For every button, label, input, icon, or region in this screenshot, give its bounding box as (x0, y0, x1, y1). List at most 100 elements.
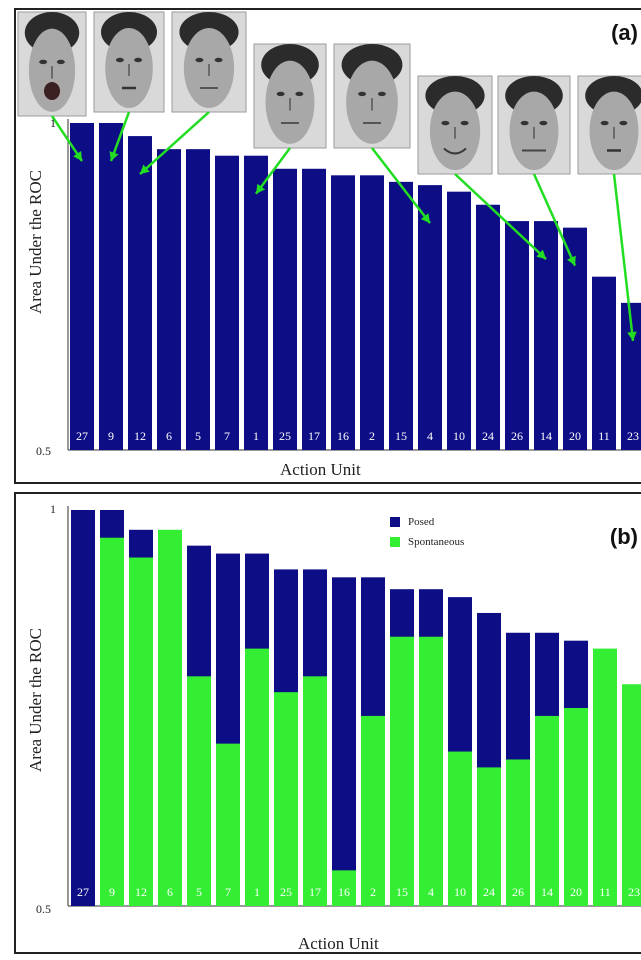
x-tick-label-au-1: 1 (254, 885, 260, 899)
bar-au-12 (128, 136, 152, 450)
bar-spontaneous-au-12 (129, 557, 153, 906)
x-tick-label-au-12: 12 (135, 885, 147, 899)
panel-a-label: (a) (611, 20, 638, 45)
x-tick-label-au-5: 5 (195, 429, 201, 443)
x-tick-label-au-6: 6 (166, 429, 172, 443)
arrow-au-4 (371, 147, 431, 224)
legend-swatch-posed (390, 517, 400, 527)
panel-a: 27 9 12 6 5 7 1 25 17 16 2 15 4 10 24 26 14 20 11 23 (a) Ar… (14, 8, 641, 484)
chart-a-ytick-top: 1 (50, 116, 56, 130)
x-tick-label-au-10: 10 (454, 885, 466, 899)
x-tick-label-au-20: 20 (569, 429, 581, 443)
bar-posed-au-27 (71, 510, 95, 906)
x-tick-label-au-24: 24 (483, 885, 495, 899)
face-image-au-4 (333, 43, 411, 149)
bar-au-23 (621, 302, 641, 450)
bar-au-16 (331, 175, 355, 450)
chart-a-svg: 27 9 12 6 5 7 1 25 17 16 2 15 4 10 24 26 14 20 11 23 (17, 11, 641, 451)
x-tick-label-au-1: 1 (253, 429, 259, 443)
x-tick-label-au-7: 7 (224, 429, 230, 443)
chart-b-ytick-bottom: 0.5 (36, 902, 51, 916)
x-tick-label-au-4: 4 (427, 429, 433, 443)
x-tick-label-au-26: 26 (512, 885, 524, 899)
x-tick-label-au-9: 9 (108, 429, 114, 443)
bar-spontaneous-au-14 (535, 715, 559, 906)
bar-au-24 (476, 204, 500, 450)
x-tick-label-au-11: 11 (599, 885, 611, 899)
bar-au-25 (273, 168, 297, 450)
legend-swatch-spontaneous (390, 537, 400, 547)
bar-au-11 (592, 276, 616, 450)
bar-spontaneous-au-1 (245, 648, 269, 906)
chart-b-ytick-top: 1 (50, 502, 56, 516)
bar-spontaneous-au-7 (216, 743, 240, 906)
bar-spontaneous-au-24 (477, 767, 501, 906)
arrowhead-au-1 (256, 183, 266, 194)
x-tick-label-au-17: 17 (309, 885, 321, 899)
bar-au-17 (302, 168, 326, 450)
x-tick-label-au-6: 6 (167, 885, 173, 899)
bar-spontaneous-au-4 (419, 636, 443, 906)
bar-spontaneous-au-10 (448, 751, 472, 906)
arrowhead-au-23 (627, 331, 637, 341)
face-image-au-1 (253, 43, 327, 149)
x-tick-label-au-27: 27 (77, 885, 89, 899)
bar-au-6 (157, 149, 181, 450)
x-tick-label-au-11: 11 (598, 429, 610, 443)
arrowhead-au-27 (73, 151, 82, 161)
bar-au-4 (418, 185, 442, 450)
chart-b-xlabel: Action Unit (298, 934, 379, 953)
x-tick-label-au-7: 7 (225, 885, 231, 899)
x-tick-label-au-25: 25 (280, 885, 292, 899)
x-tick-label-au-23: 23 (628, 885, 640, 899)
legend-label-spontaneous: Spontaneous (408, 536, 465, 548)
x-tick-label-au-16: 16 (338, 885, 350, 899)
x-tick-label-au-9: 9 (109, 885, 115, 899)
x-tick-label-au-27: 27 (76, 429, 88, 443)
arrowhead-au-14 (536, 249, 546, 260)
chart-b-ylabel: Area Under the ROC (26, 628, 45, 772)
bar-au-2 (360, 175, 384, 450)
bar-spontaneous-au-2 (361, 715, 385, 906)
arrowhead-au-9 (109, 151, 119, 161)
face-image-au-9 (93, 11, 165, 113)
arrowhead-au-4 (420, 213, 430, 224)
x-tick-label-au-15: 15 (395, 429, 407, 443)
chart-a-ylabel: Area Under the ROC (26, 170, 45, 314)
bar-au-15 (389, 181, 413, 451)
arrow-au-12 (139, 111, 210, 176)
bar-au-27 (70, 123, 94, 450)
panel-b-label: (b) (609, 524, 638, 549)
bar-au-26 (505, 221, 529, 450)
bar-spontaneous-au-17 (303, 676, 327, 906)
bar-au-14 (534, 221, 558, 450)
legend-item-spontaneous: Spontaneous (390, 532, 464, 552)
bar-spontaneous-au-11 (593, 648, 617, 906)
arrow-au-1 (254, 147, 292, 195)
bar-spontaneous-au-26 (506, 759, 530, 906)
x-tick-label-au-15: 15 (396, 885, 408, 899)
x-tick-label-au-4: 4 (428, 885, 434, 899)
arrowhead-au-20 (567, 255, 576, 266)
x-tick-label-au-24: 24 (482, 429, 494, 443)
bar-au-10 (447, 191, 471, 451)
bar-au-9 (99, 123, 123, 450)
x-tick-label-au-16: 16 (337, 429, 349, 443)
bar-posed-au-16 (332, 577, 356, 906)
panel-b: 27 9 12 6 5 7 1 25 17 16 2 15 4 10 24 26 14 20 11 23 (b) Ar… (14, 492, 641, 954)
arrowhead-au-12 (140, 164, 150, 175)
face-image-au-20 (497, 75, 571, 175)
face-image-au-12 (171, 11, 247, 113)
x-tick-label-au-20: 20 (570, 885, 582, 899)
arrow-au-23 (612, 173, 635, 341)
bar-spontaneous-au-23 (622, 684, 641, 906)
x-tick-label-au-10: 10 (453, 429, 465, 443)
bar-spontaneous-au-9 (100, 537, 124, 906)
chart-a-ytick-bottom: 0.5 (36, 444, 51, 458)
x-tick-label-au-14: 14 (540, 429, 552, 443)
x-tick-label-au-12: 12 (134, 429, 146, 443)
arrow-au-27 (50, 115, 84, 162)
bar-spontaneous-au-16 (332, 870, 356, 906)
bar-spontaneous-au-25 (274, 692, 298, 906)
bar-au-5 (186, 149, 210, 450)
